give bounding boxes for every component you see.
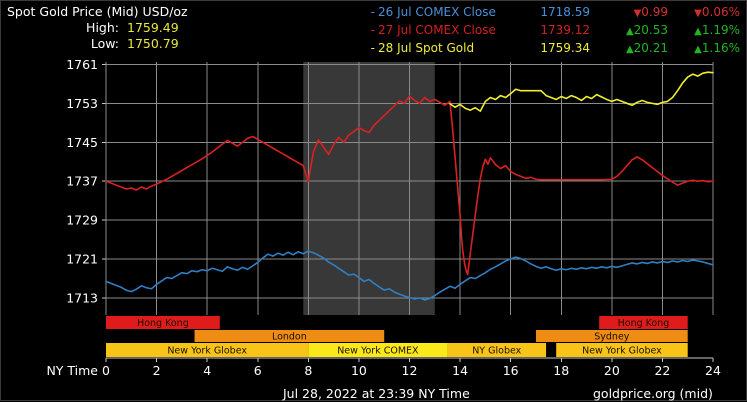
session-bar-label: London (272, 332, 307, 343)
y-tick-label: 1737 (66, 174, 98, 189)
x-tick-label: 22 (654, 363, 670, 378)
series-line-0[interactable] (105, 250, 714, 301)
session-bar-label: Hong Kong (618, 318, 670, 329)
legend-price-1: 1739.12 (540, 23, 590, 37)
y-tick-label: 1729 (66, 213, 98, 228)
session-bar[interactable] (308, 343, 448, 357)
legend-change-value-1: 20.53 (633, 23, 668, 37)
legend-item-2[interactable]: - 28 Jul Spot Gold 1759.34 ▲20.21 ▲1.16% (363, 40, 745, 58)
session-bar-label: Hong Kong (137, 318, 189, 329)
session-bar[interactable] (447, 343, 547, 357)
low-value: 1750.79 (127, 36, 179, 51)
session-bar[interactable] (106, 343, 309, 357)
session-bar-label: NY Globex (472, 346, 521, 357)
session-bar[interactable] (194, 330, 385, 342)
high-row: High: 1759.49 (7, 20, 357, 36)
legend-arrow-2: ▲ (625, 44, 634, 55)
page-title: Spot Gold Price (Mid) USD/oz (7, 4, 188, 19)
legend-percent-value-1: 1.19% (701, 23, 740, 37)
legend-arrow-pct-0: ▼ (694, 8, 702, 19)
x-tick-label: 16 (503, 363, 519, 378)
y-tick-label: 1745 (66, 135, 98, 150)
legend-item-1[interactable]: - 27 Jul COMEX Close 1739.12 ▲20.53 ▲1.1… (363, 22, 745, 40)
shaded-session-region (303, 62, 435, 315)
series-line-1[interactable] (105, 95, 714, 276)
legend-change-value-0: 0.99 (641, 5, 668, 19)
session-bar-label: New York COMEX (337, 346, 419, 357)
legend-percent-value-0: 0.06% (701, 5, 740, 19)
footer-timestamp: Jul 28, 2022 at 23:39 NY Time (282, 386, 470, 401)
high-value: 1759.49 (127, 20, 179, 35)
footer-source: goldprice.org (mid) (593, 386, 713, 401)
session-bar[interactable] (556, 343, 688, 357)
legend-name-2: 28 Jul Spot Gold (378, 41, 475, 55)
y-tick-label: 1761 (66, 57, 98, 72)
x-tick-label: 18 (553, 363, 569, 378)
legend-name-0: 26 Jul COMEX Close (378, 5, 496, 19)
y-tick-label: 1713 (66, 290, 98, 305)
legend-percent-value-2: 1.16% (701, 41, 740, 55)
chart-area: 1761 1753 1745 1737 1729 1721 1713 Hong Kong Hon… (1, 56, 747, 402)
session-bar[interactable] (535, 330, 688, 342)
legend-change-1: ▲20.53 (600, 22, 674, 40)
session-bar-label: New York Globex (582, 346, 662, 357)
legend-arrow-pct-2: ▲ (694, 44, 702, 55)
session-bar[interactable] (599, 316, 688, 329)
legend-arrow-1: ▲ (625, 26, 634, 37)
x-tick-label: 2 (153, 363, 161, 378)
high-label: High: (86, 20, 119, 35)
legend-swatch-0: - (370, 5, 375, 19)
x-tick-label: 14 (452, 363, 468, 378)
legend-name-1: 27 Jul COMEX Close (378, 23, 496, 37)
session-bar[interactable] (106, 316, 220, 329)
legend-swatch-2: - (370, 41, 375, 55)
chart-header: Spot Gold Price (Mid) USD/oz High: 1759.… (1, 1, 747, 56)
price-chart[interactable]: 1761 1753 1745 1737 1729 1721 1713 Hong Kong Hon… (1, 56, 747, 402)
legend-arrow-0: ▼ (633, 8, 642, 19)
x-tick-label: 0 (102, 363, 110, 378)
legend-change-2: ▲20.21 (600, 40, 674, 58)
legend-change-0: ▼0.99 (600, 4, 674, 22)
header-left-block: Spot Gold Price (Mid) USD/oz High: 1759.… (7, 4, 357, 52)
x-tick-label: 6 (254, 363, 262, 378)
legend-price-0: 1718.59 (540, 5, 590, 19)
session-bar-label: New York Globex (167, 346, 247, 357)
legend-price-2: 1759.34 (540, 41, 590, 55)
x-tick-label: 20 (604, 363, 620, 378)
y-tick-label: 1721 (66, 252, 98, 267)
legend-percent-1: ▲1.19% (674, 22, 740, 40)
legend-swatch-1: - (370, 23, 375, 37)
legend-percent-2: ▲1.16% (674, 40, 740, 58)
x-tick-label: 10 (351, 363, 367, 378)
session-bar-label: Sydney (594, 332, 630, 343)
x-axis-caption: NY Time (46, 363, 98, 378)
x-tick-label: 4 (203, 363, 211, 378)
legend: - 26 Jul COMEX Close 1718.59 ▼0.99 ▼0.06… (363, 4, 745, 58)
low-label: Low: (90, 36, 119, 51)
x-tick-label: 8 (304, 363, 312, 378)
x-tick-label: 12 (402, 363, 418, 378)
x-tick-label: 24 (705, 363, 721, 378)
legend-item-0[interactable]: - 26 Jul COMEX Close 1718.59 ▼0.99 ▼0.06… (363, 4, 745, 22)
legend-percent-0: ▼0.06% (674, 4, 740, 22)
legend-arrow-pct-1: ▲ (694, 26, 702, 37)
low-row: Low: 1750.79 (7, 36, 357, 52)
y-tick-label: 1753 (66, 96, 98, 111)
legend-change-value-2: 20.21 (633, 41, 668, 55)
series-line-2[interactable] (449, 71, 714, 112)
